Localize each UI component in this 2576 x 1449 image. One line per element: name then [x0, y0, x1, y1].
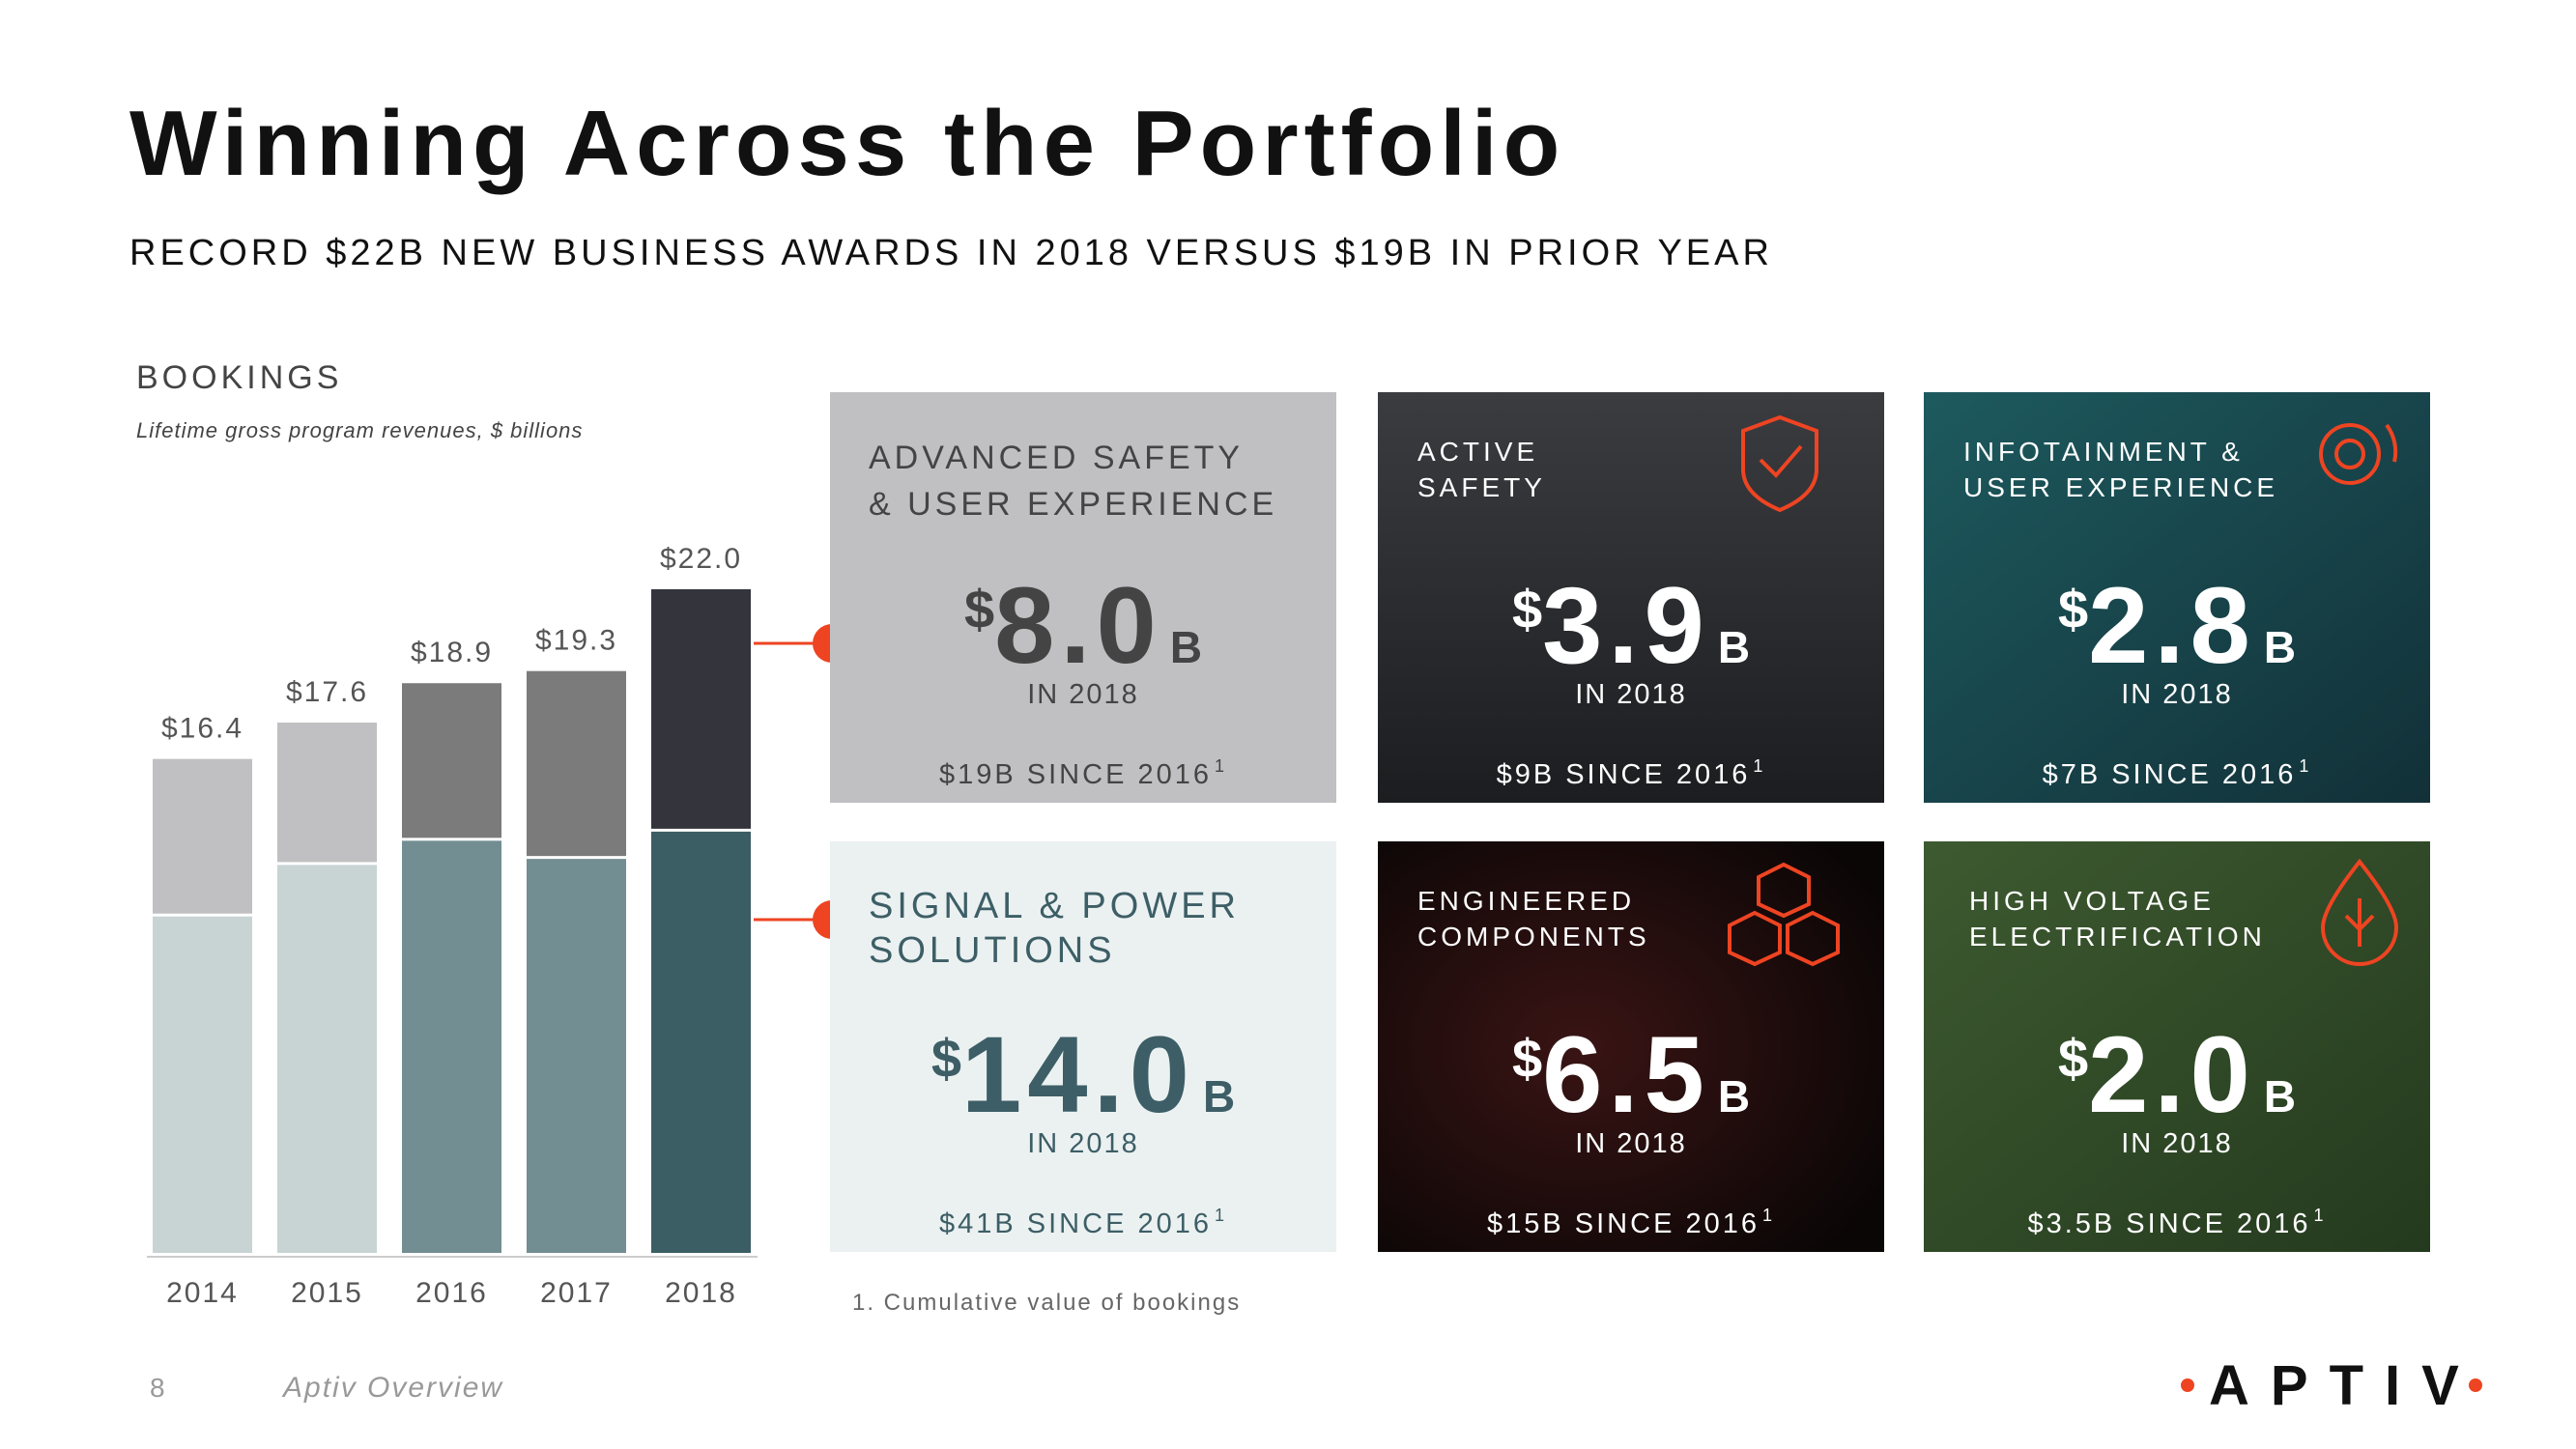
card-period: IN 2018	[1575, 1128, 1687, 1159]
card-title: ELECTRIFICATION	[1969, 922, 2266, 952]
card-amount: $3.9 B	[1512, 565, 1750, 686]
footnote-ref: 1	[1762, 1206, 1775, 1225]
since: $15B SINCE 2016	[1487, 1208, 1760, 1239]
x-tick-label: 2015	[291, 1277, 363, 1309]
amount: 2.0	[2088, 1014, 2256, 1135]
unit: B	[2264, 1071, 2296, 1122]
amount: 2.8	[2088, 565, 2256, 686]
card-title: HIGH VOLTAGE	[1969, 886, 2215, 916]
card-period: IN 2018	[1027, 1128, 1139, 1159]
footnote: 1. Cumulative value of bookings	[852, 1290, 1241, 1316]
title: Winning Across the Portfolio	[129, 92, 1565, 195]
amount: 14.0	[961, 1014, 1195, 1135]
card-since: $7B SINCE 2016 1	[2043, 756, 2312, 790]
subtitle: RECORD $22B NEW BUSINESS AWARDS IN 2018 …	[129, 233, 1773, 273]
card-title: INFOTAINMENT &	[1963, 437, 2244, 467]
card-since: $3.5B SINCE 2016 1	[2027, 1206, 2326, 1239]
currency: $	[964, 579, 994, 639]
card-title: SIGNAL & POWER	[869, 886, 1240, 926]
cards: ADVANCED SAFETY& USER EXPERIENCE$8.0 BIN …	[830, 392, 2430, 1252]
card-amount: $2.8 B	[2058, 565, 2296, 686]
card-title: SAFETY	[1417, 472, 1546, 502]
currency: $	[931, 1028, 961, 1089]
since: $19B SINCE 2016	[939, 759, 1212, 790]
card-title: COMPONENTS	[1417, 922, 1650, 952]
logo-dot	[2469, 1378, 2482, 1392]
card-bg	[1924, 841, 2430, 1252]
x-tick-label: 2017	[540, 1277, 613, 1309]
card-period: IN 2018	[1575, 679, 1687, 710]
bar-segment	[527, 670, 626, 857]
bar-segment	[153, 916, 252, 1253]
bar-segment	[651, 831, 751, 1253]
currency: $	[2058, 1028, 2088, 1089]
card-title: USER EXPERIENCE	[1963, 472, 2278, 502]
footnote-ref: 1	[2314, 1206, 2327, 1225]
since: $41B SINCE 2016	[939, 1208, 1212, 1239]
card-since: $15B SINCE 2016 1	[1487, 1206, 1775, 1239]
footer-label: Aptiv Overview	[281, 1372, 503, 1404]
card-amount: $8.0 B	[964, 565, 1202, 686]
amount: 3.9	[1542, 565, 1710, 686]
bar-segment	[402, 840, 501, 1253]
currency: $	[1512, 579, 1542, 639]
card-title: ADVANCED SAFETY	[869, 440, 1244, 476]
logo: APTIV	[2209, 1354, 2480, 1417]
total-label: $22.0	[660, 543, 742, 575]
currency: $	[1512, 1028, 1542, 1089]
card-since: $19B SINCE 2016 1	[939, 756, 1227, 790]
x-tick-label: 2016	[415, 1277, 488, 1309]
card-amount: $6.5 B	[1512, 1014, 1750, 1135]
bar-segment	[277, 865, 377, 1253]
card-title: & USER EXPERIENCE	[869, 486, 1277, 523]
bar-segment	[527, 859, 626, 1253]
x-tick-label: 2018	[665, 1277, 737, 1309]
total-label: $18.9	[411, 637, 493, 668]
card-title: ACTIVE	[1417, 437, 1538, 467]
unit: B	[1170, 622, 1202, 672]
bar-segment	[277, 723, 377, 863]
card-bg	[1924, 392, 2430, 803]
footnote-ref: 1	[1753, 756, 1765, 776]
bar-segment	[651, 589, 751, 829]
page-number: 8	[150, 1373, 165, 1403]
bar-segment	[402, 683, 501, 838]
chart-subtitle: Lifetime gross program revenues, $ billi…	[136, 418, 583, 442]
unit: B	[2264, 622, 2296, 672]
card-period: IN 2018	[1027, 679, 1139, 710]
amount: 8.0	[994, 565, 1162, 686]
card-title: ENGINEERED	[1417, 886, 1635, 916]
card-amount: $2.0 B	[2058, 1014, 2296, 1135]
unit: B	[1718, 622, 1750, 672]
card-period: IN 2018	[2121, 1128, 2233, 1159]
since: $7B SINCE 2016	[2043, 759, 2297, 790]
card-title: SOLUTIONS	[869, 930, 1116, 971]
bar-segment	[153, 758, 252, 914]
unit: B	[1718, 1071, 1750, 1122]
footnote-ref: 1	[1215, 756, 1227, 776]
card-bg	[830, 841, 1336, 1252]
footnote-ref: 1	[2299, 756, 2311, 776]
total-label: $17.6	[286, 676, 368, 708]
currency: $	[2058, 579, 2088, 639]
since: $9B SINCE 2016	[1497, 759, 1751, 790]
chart-title: BOOKINGS	[136, 359, 342, 396]
amount: 6.5	[1542, 1014, 1710, 1135]
card-since: $9B SINCE 2016 1	[1497, 756, 1766, 790]
card-period: IN 2018	[2121, 679, 2233, 710]
total-label: $19.3	[535, 625, 617, 657]
footnote-ref: 1	[1215, 1206, 1227, 1225]
logo-dot	[2181, 1378, 2194, 1392]
card-amount: $14.0 B	[931, 1014, 1235, 1135]
x-tick-label: 2014	[166, 1277, 239, 1309]
card-since: $41B SINCE 2016 1	[939, 1206, 1227, 1239]
unit: B	[1203, 1071, 1235, 1122]
since: $3.5B SINCE 2016	[2027, 1208, 2310, 1239]
card-bg	[830, 392, 1336, 803]
total-label: $16.4	[161, 713, 243, 745]
icons	[1728, 414, 2399, 967]
card-bg	[1378, 392, 1884, 803]
